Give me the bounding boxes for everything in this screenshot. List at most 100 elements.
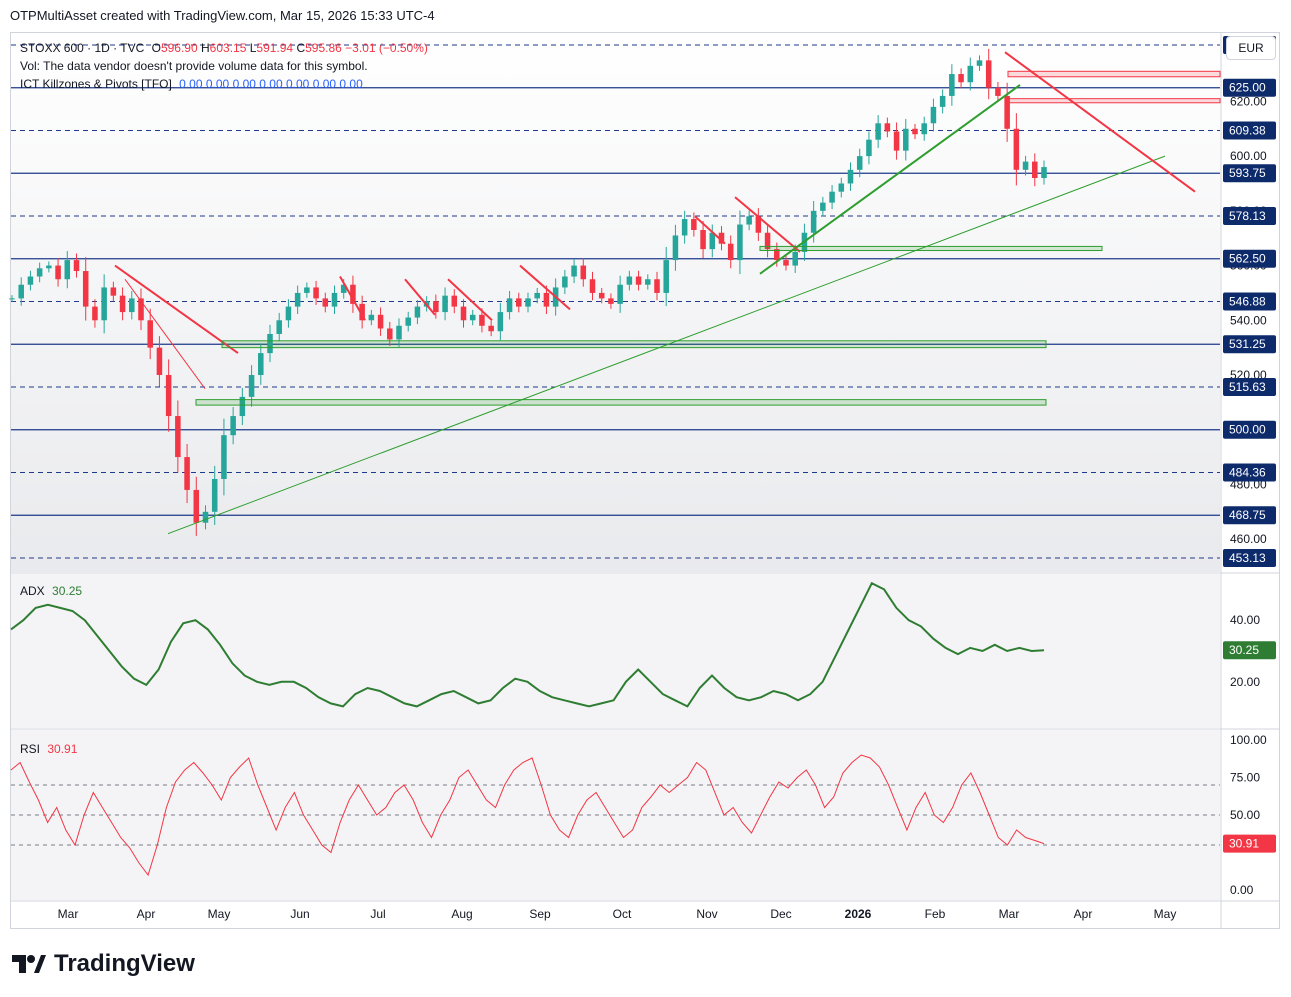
candle-body xyxy=(709,232,716,250)
candle-body xyxy=(949,74,955,96)
volume-text: Vol: The data vendor doesn't provide vol… xyxy=(20,59,368,73)
candle-body xyxy=(875,123,881,140)
candle-body xyxy=(700,229,706,250)
candle-body xyxy=(9,298,15,300)
candle-body xyxy=(73,260,80,272)
candle-body xyxy=(856,156,863,170)
high-value: 603.15 xyxy=(209,41,247,55)
candle-body xyxy=(985,60,992,88)
adx-title[interactable]: ADX xyxy=(20,584,45,598)
candle-body xyxy=(55,265,61,280)
level-price-tag xyxy=(1223,420,1276,439)
resistance-trendline xyxy=(114,264,239,354)
symbol-legend: STOXX 600 · 1D · TVC O596.90 H603.15 L59… xyxy=(20,40,428,56)
y-tick-label: 600.00 xyxy=(1230,149,1267,163)
candle-body xyxy=(820,202,826,211)
candle-body xyxy=(202,511,209,523)
ict-legend: ICT Killzones & Pivots [TFO] 0.00 0.00 0… xyxy=(20,76,363,92)
candle-body xyxy=(175,416,181,458)
x-tick-label: Nov xyxy=(696,907,717,921)
candle-body xyxy=(562,276,568,288)
ict-value: 0.00 xyxy=(259,77,283,91)
candle-body xyxy=(792,251,798,266)
candle-body xyxy=(230,416,236,436)
level-price-tag xyxy=(1223,463,1276,482)
candle-body xyxy=(626,276,633,285)
level-price-label: 609.38 xyxy=(1229,123,1266,137)
minor-resistance-line xyxy=(734,196,801,253)
level-price-label: 453.13 xyxy=(1229,551,1266,565)
currency-label: EUR xyxy=(1238,41,1264,55)
candle-body xyxy=(304,287,310,293)
level-price-label: 625.00 xyxy=(1229,81,1266,95)
candle-body xyxy=(893,131,900,151)
minor-resistance-line xyxy=(447,278,493,322)
close-value: 595.86 xyxy=(305,41,342,55)
candle-body xyxy=(350,284,356,304)
rsi-tick-label: 0.00 xyxy=(1230,883,1254,897)
candle-body xyxy=(285,306,292,321)
candle-body xyxy=(221,435,227,479)
rsi-line xyxy=(10,754,1045,877)
x-tick-label: Sep xyxy=(529,907,551,921)
candle-body xyxy=(36,268,43,277)
candle-body xyxy=(635,276,642,285)
candle-body xyxy=(516,298,522,307)
resistance-trendline xyxy=(1004,51,1196,193)
candle-body xyxy=(193,489,200,523)
rsi-value-tag xyxy=(1223,834,1276,853)
candle-body xyxy=(1041,167,1047,179)
rsi-title[interactable]: RSI xyxy=(20,742,41,756)
tradingview-wordmark: TradingView xyxy=(54,950,195,977)
candle-body xyxy=(368,314,375,321)
candle-body xyxy=(608,298,614,304)
rsi-tick-label: 100.00 xyxy=(1230,733,1267,747)
support-trendline xyxy=(759,84,1021,275)
candle-body xyxy=(525,298,531,307)
x-tick-label: Jun xyxy=(290,907,309,921)
candle-body xyxy=(119,295,126,313)
candle-body xyxy=(571,265,577,277)
level-price-tag xyxy=(1223,206,1276,225)
demand-zone xyxy=(195,399,1047,406)
candle-body xyxy=(451,295,458,307)
rsi-value-label: 30.91 xyxy=(1229,837,1259,851)
candle-body xyxy=(1013,128,1020,170)
volume-legend: Vol: The data vendor doesn't provide vol… xyxy=(20,58,368,74)
candle-body xyxy=(294,292,301,307)
candle-body xyxy=(534,292,540,299)
candle-body xyxy=(387,328,393,340)
y-tick-label: 620.00 xyxy=(1230,94,1267,108)
adx-tick-label: 40.00 xyxy=(1230,613,1260,627)
candle-body xyxy=(783,260,789,266)
low-value: 591.94 xyxy=(256,41,294,55)
x-tick-label: Apr xyxy=(1074,907,1093,921)
chart-attribution: OTPMultiAsset created with TradingView.c… xyxy=(10,8,435,23)
candle-body xyxy=(27,276,34,285)
ict-value: 0.00 xyxy=(205,77,230,91)
minor-resistance-line xyxy=(339,276,366,321)
close-label: C xyxy=(296,41,306,55)
candle-body xyxy=(995,87,1001,96)
minor-resistance-line xyxy=(519,264,571,311)
candle-body xyxy=(82,271,89,307)
candle-body xyxy=(967,65,974,83)
adx-value-label: 30.25 xyxy=(1229,643,1259,657)
minor-resistance-line xyxy=(694,215,726,245)
ict-label[interactable]: ICT Killzones & Pivots [TFO] xyxy=(20,77,172,91)
candle-body xyxy=(147,320,153,348)
level-price-label: 531.25 xyxy=(1229,337,1266,351)
rsi-last: 30.91 xyxy=(47,742,78,756)
ict-value: 0.00 xyxy=(232,77,256,91)
candle-body xyxy=(598,292,605,299)
y-tick-label: 540.00 xyxy=(1230,313,1267,327)
level-price-tag xyxy=(1223,506,1276,525)
currency-button[interactable]: EUR xyxy=(1226,36,1276,60)
candle-body xyxy=(866,139,872,157)
rsi-tick-label: 75.00 xyxy=(1230,771,1260,785)
change-value: −3.01 (−0.50%) xyxy=(345,41,428,55)
tradingview-logo[interactable]: TradingView xyxy=(12,950,195,978)
symbol-name[interactable]: STOXX 600 · 1D · TVC xyxy=(20,41,145,55)
candle-body xyxy=(506,298,513,313)
